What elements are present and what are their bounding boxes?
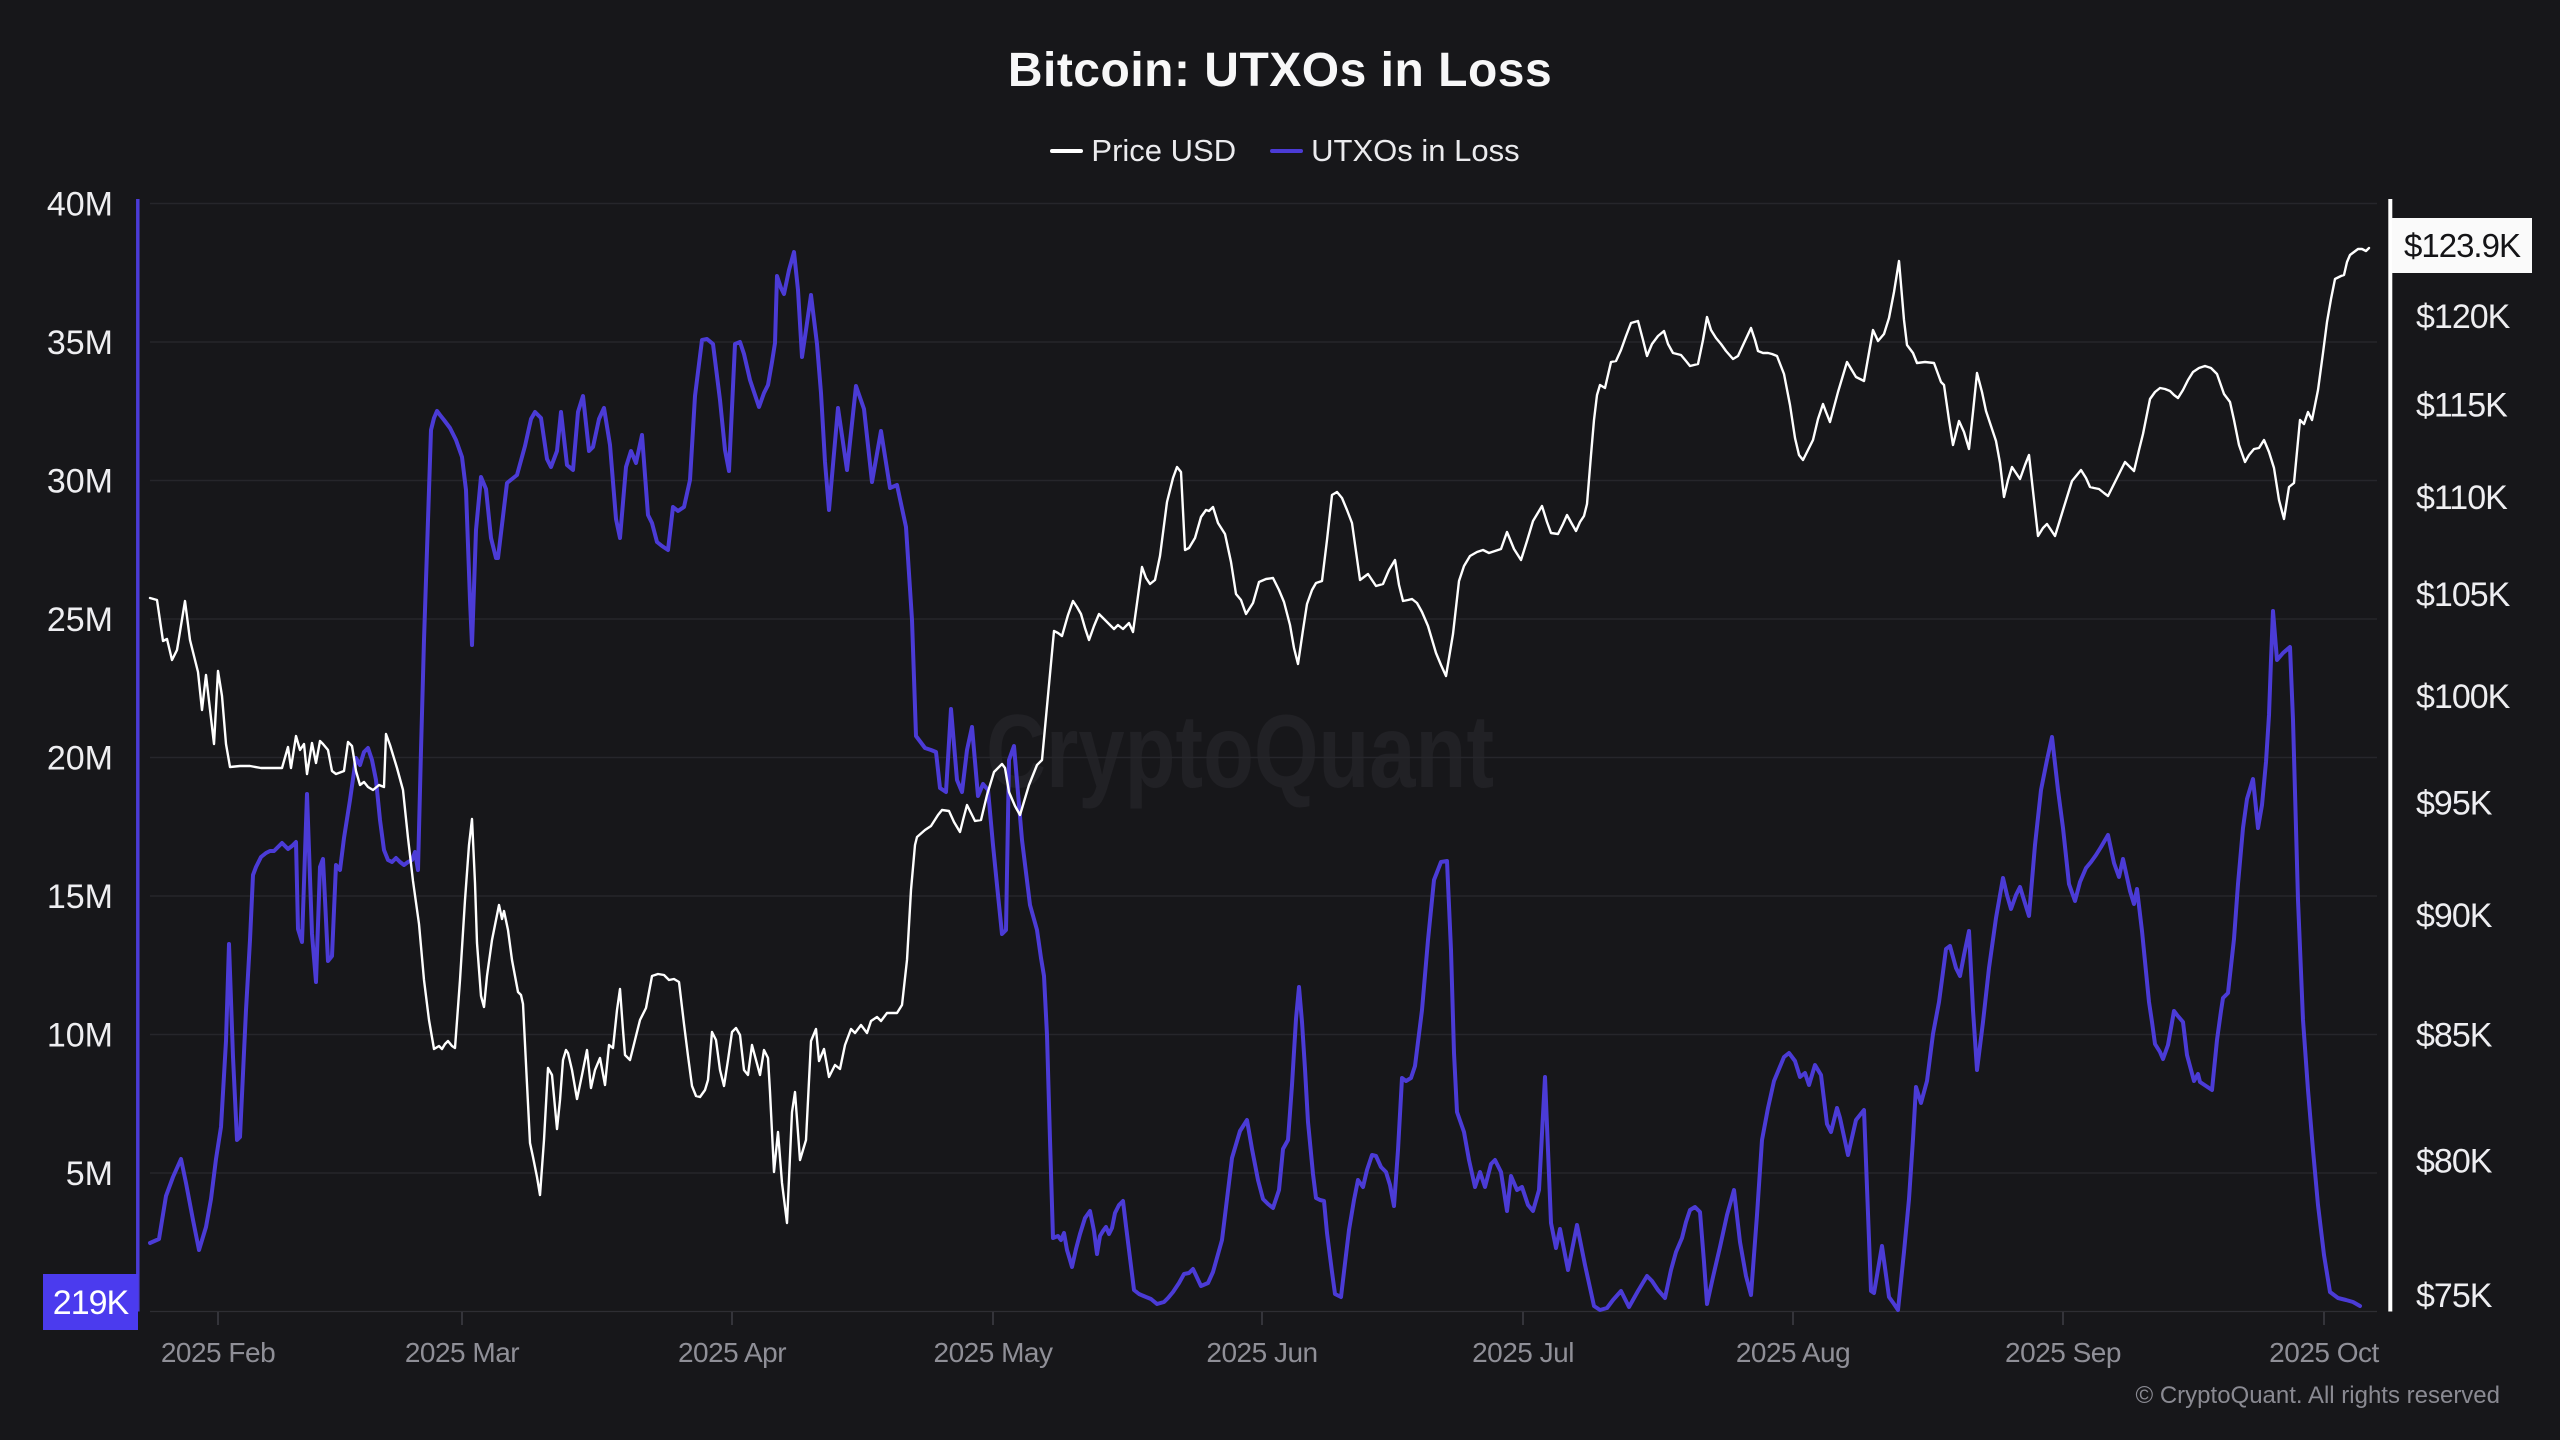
svg-text:$90K: $90K <box>2416 897 2493 935</box>
svg-text:219K: 219K <box>53 1284 130 1322</box>
svg-text:$123.9K: $123.9K <box>2404 227 2521 264</box>
svg-text:$80K: $80K <box>2416 1143 2493 1181</box>
svg-text:$100K: $100K <box>2416 678 2511 716</box>
svg-text:2025 Feb: 2025 Feb <box>161 1337 275 1368</box>
svg-text:$95K: $95K <box>2416 785 2493 823</box>
svg-text:10M: 10M <box>47 1017 113 1055</box>
svg-text:$105K: $105K <box>2416 576 2511 614</box>
svg-text:$75K: $75K <box>2416 1277 2493 1315</box>
svg-text:$115K: $115K <box>2416 387 2508 425</box>
svg-text:20M: 20M <box>47 740 113 778</box>
svg-text:$85K: $85K <box>2416 1016 2493 1054</box>
svg-text:2025 Jun: 2025 Jun <box>1206 1337 1317 1368</box>
svg-text:2025 Aug: 2025 Aug <box>1736 1337 1850 1368</box>
svg-text:2025 Sep: 2025 Sep <box>2005 1337 2121 1368</box>
svg-text:$120K: $120K <box>2416 298 2511 336</box>
svg-text:40M: 40M <box>47 186 113 224</box>
svg-text:25M: 25M <box>47 601 113 639</box>
svg-text:35M: 35M <box>47 324 113 362</box>
svg-text:2025 May: 2025 May <box>934 1337 1053 1368</box>
svg-text:2025 Apr: 2025 Apr <box>678 1337 786 1368</box>
svg-text:5M: 5M <box>66 1155 113 1193</box>
svg-text:$110K: $110K <box>2416 479 2508 517</box>
svg-text:15M: 15M <box>47 878 113 916</box>
svg-text:2025 Jul: 2025 Jul <box>1472 1337 1574 1368</box>
svg-text:© CryptoQuant. All rights rese: © CryptoQuant. All rights reserved <box>2136 1382 2501 1409</box>
svg-text:CryptoQuant: CryptoQuant <box>986 694 1494 810</box>
svg-text:2025 Mar: 2025 Mar <box>405 1337 519 1368</box>
svg-text:2025 Oct: 2025 Oct <box>2269 1337 2379 1368</box>
svg-text:30M: 30M <box>47 463 113 501</box>
